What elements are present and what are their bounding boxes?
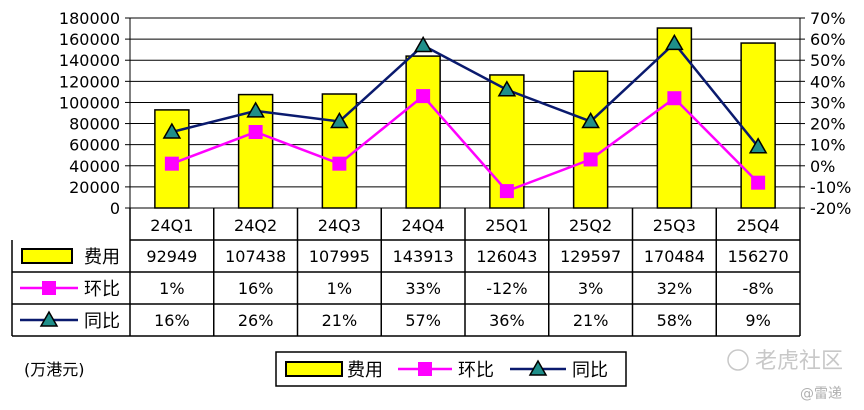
category-label: 24Q2 xyxy=(234,216,277,235)
square-marker xyxy=(418,362,432,376)
table-cell: 1% xyxy=(327,279,352,298)
square-marker xyxy=(751,175,766,190)
right-axis-tick-label: 20% xyxy=(810,115,846,134)
table-cell: 36% xyxy=(489,311,525,330)
triangle-marker xyxy=(330,111,349,129)
square-marker xyxy=(164,156,179,171)
bar xyxy=(572,70,609,209)
table-cell: 32% xyxy=(657,279,693,298)
table-cell: 3% xyxy=(578,279,603,298)
left-axis-tick-label: 120000 xyxy=(59,72,120,91)
data-table: 24Q1 24Q2 24Q3 24Q4 25Q1 25Q2 25Q3 25Q4 费用 92949 1… xyxy=(11,208,801,337)
right-axis-tick-label: 60% xyxy=(810,30,846,49)
triangle-marker xyxy=(581,111,600,129)
triangle-marker xyxy=(413,35,433,53)
row-label: 费用 xyxy=(84,247,120,268)
row-label: 环比 xyxy=(84,279,120,300)
left-axis-tick-label: 80000 xyxy=(69,115,120,134)
left-axis-tick-label: 160000 xyxy=(59,30,120,49)
right-axis-tick-label: 30% xyxy=(810,93,846,112)
left-axis-tick-label: 40000 xyxy=(69,157,120,176)
table-cell: 21% xyxy=(573,311,609,330)
triangle-marker xyxy=(748,137,768,154)
right-axis-tick-label: 0% xyxy=(810,157,835,176)
triangle-marker xyxy=(162,122,182,139)
category-label: 24Q4 xyxy=(402,216,445,235)
table-cell: 107438 xyxy=(225,247,286,266)
triangle-marker xyxy=(665,33,684,51)
triangle-marker xyxy=(39,310,59,327)
left-axis-tick-label: 60000 xyxy=(69,136,120,155)
square-marker xyxy=(583,152,598,167)
legend-label: 同比 xyxy=(572,360,608,381)
triangle-marker xyxy=(497,80,517,97)
legend: 费用 环比 同比 xyxy=(275,351,627,387)
left-axis-tick-label: 0 xyxy=(110,199,120,218)
square-marker xyxy=(416,89,431,104)
bar xyxy=(405,55,441,209)
watermark: 老虎社区 @雷递 xyxy=(727,349,843,402)
unit-label: (万港元) xyxy=(24,360,85,379)
table-key-bar xyxy=(21,248,73,264)
category-label: 25Q4 xyxy=(737,216,780,235)
square-marker xyxy=(667,91,682,106)
triangle-marker xyxy=(246,101,265,118)
left-axis-tick-label: 180000 xyxy=(59,9,120,28)
right-axis-tick-label: 10% xyxy=(810,136,846,155)
table-cell: 170484 xyxy=(644,247,705,266)
triangle-marker xyxy=(528,359,548,376)
square-marker xyxy=(42,281,56,295)
legend-key-bar xyxy=(285,361,343,377)
table-cell: 126043 xyxy=(476,247,537,266)
table-cell: -8% xyxy=(743,279,774,298)
series-line xyxy=(171,41,760,148)
table-cell: 156270 xyxy=(728,247,789,266)
table-cell: 9% xyxy=(745,311,770,330)
table-cell: 92949 xyxy=(146,247,197,266)
category-label: 25Q2 xyxy=(569,216,612,235)
table-cell: 143913 xyxy=(393,247,454,266)
left-axis-tick-label: 140000 xyxy=(59,51,120,70)
left-axis-tick-label: 100000 xyxy=(59,93,120,112)
right-axis-tick-label: 40% xyxy=(810,72,846,91)
legend-label: 费用 xyxy=(347,360,383,381)
legend-label: 环比 xyxy=(458,360,494,381)
table-cell: 107995 xyxy=(309,247,370,266)
category-label: 25Q3 xyxy=(653,216,696,235)
square-marker xyxy=(332,156,347,171)
right-axis-tick-label: -10% xyxy=(810,178,851,197)
table-cell: 26% xyxy=(238,311,274,330)
row-label: 同比 xyxy=(84,311,120,332)
table-cell: 58% xyxy=(657,311,693,330)
table-cell: 129597 xyxy=(560,247,621,266)
footer: (万港元) 费用 环比 同比 老虎社区 @雷递 xyxy=(24,349,843,402)
table-cell: 57% xyxy=(405,311,441,330)
square-marker xyxy=(248,125,263,139)
right-axis-tick-label: 50% xyxy=(810,51,846,70)
right-axis-tick-label: 70% xyxy=(810,9,846,28)
square-marker xyxy=(499,184,514,199)
right-axis-tick-label: -20% xyxy=(810,199,851,218)
watermark-brand: 老虎社区 xyxy=(755,349,843,374)
table-cell: 16% xyxy=(154,311,190,330)
table-cell: -12% xyxy=(486,279,527,298)
watermark-logo-icon xyxy=(727,349,749,371)
plot-gridlines xyxy=(129,17,801,209)
table-cell: 33% xyxy=(405,279,441,298)
table-cell: 16% xyxy=(238,279,274,298)
axes: 0 20000 40000 60000 80000 100000 120000 140000 1… xyxy=(59,9,851,218)
left-axis-tick-label: 20000 xyxy=(69,178,120,197)
series-line xyxy=(171,94,760,193)
plot-area xyxy=(129,17,801,209)
category-label: 25Q1 xyxy=(485,216,528,235)
category-label: 24Q1 xyxy=(150,216,193,235)
watermark-author: @雷递 xyxy=(800,386,842,402)
table-cell: 21% xyxy=(322,311,358,330)
line-series xyxy=(162,33,768,199)
table-cell: 1% xyxy=(159,279,184,298)
category-label: 24Q3 xyxy=(318,216,361,235)
